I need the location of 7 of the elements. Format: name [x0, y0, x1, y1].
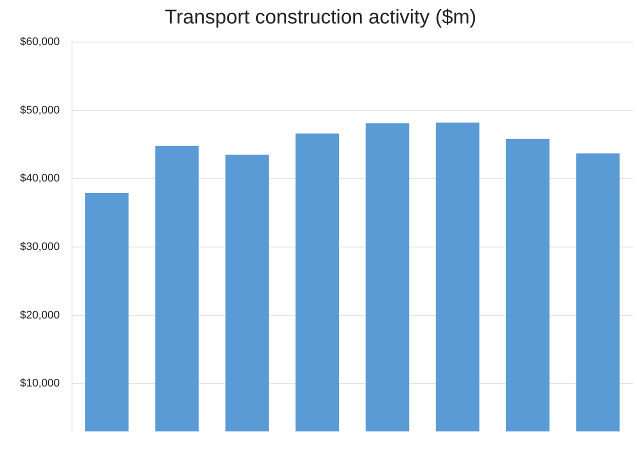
y-tick-label: $60,000: [20, 36, 60, 48]
y-tick-label: $30,000: [20, 240, 60, 253]
y-tick-label: $50,000: [20, 104, 60, 116]
y-tick-label: $20,000: [20, 309, 60, 322]
y-tick-label: $10,000: [20, 378, 60, 390]
y-tick-label: $40,000: [20, 172, 60, 185]
chart-title: Transport construction activity ($m): [164, 6, 476, 29]
